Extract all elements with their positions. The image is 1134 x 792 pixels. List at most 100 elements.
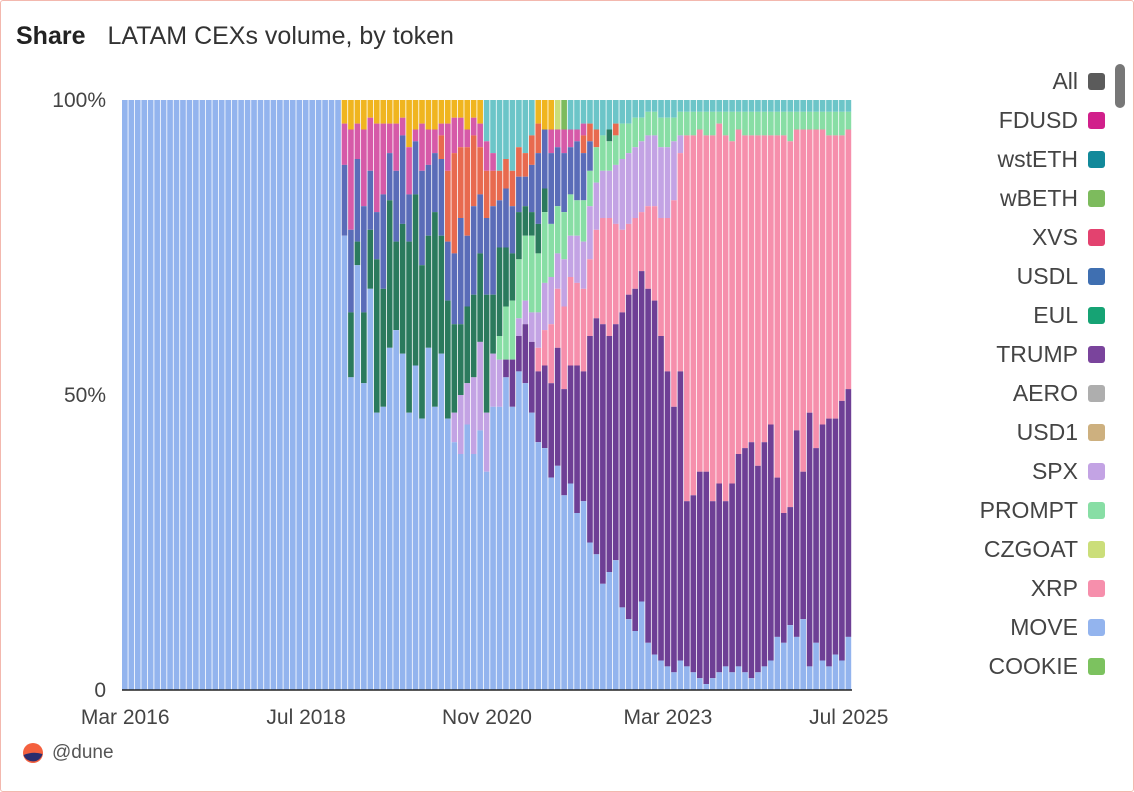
bar-segment-wsteth-2025-04[interactable] [826,100,832,112]
bar-segment-spx-2022-03[interactable] [587,206,593,260]
bar-segment-xrp-2024-06[interactable] [761,135,768,443]
bar-segment-spx-2023-02[interactable] [658,147,664,218]
bar-segment-usd1-2019-09[interactable] [393,100,399,124]
bar-segment-spx-2022-09[interactable] [625,153,632,224]
bar-segment-move-2016-03[interactable] [122,100,128,690]
bar-segment-trump-2021-11[interactable] [561,389,567,496]
bar-segment-eul-2019-11[interactable] [406,241,412,413]
bar-segment-move-2022-01[interactable] [574,513,580,690]
bar-segment-trump-2023-09[interactable] [703,471,710,685]
bar-segment-xrp-2022-02[interactable] [580,288,587,372]
bar-segment-usdl-2021-03[interactable] [509,206,516,254]
bar-segment-trump-2021-07[interactable] [535,371,542,443]
bar-segment-trump-2024-10[interactable] [787,507,794,626]
bar-segment-prompt-2021-01[interactable] [496,336,503,360]
bar-segment-usd1-2019-01[interactable] [341,100,348,124]
bar-segment-xrp-2023-03[interactable] [664,218,671,372]
bar-segment-move-2021-04[interactable] [516,371,522,690]
bar-segment-move-2018-07[interactable] [302,100,309,690]
bar-segment-fdusd-2020-04[interactable] [438,123,445,136]
bar-segment-prompt-2025-01[interactable] [806,111,813,130]
bar-segment-usdl-2021-06[interactable] [528,164,535,213]
bar-segment-trump-2021-03[interactable] [509,359,516,407]
bar-segment-move-2019-11[interactable] [406,412,412,690]
bar-segment-move-2021-08[interactable] [541,448,548,690]
bar-segment-move-2025-02[interactable] [813,642,819,690]
bar-segment-spx-2022-01[interactable] [574,235,580,283]
bar-segment-xrp-2023-10[interactable] [709,135,716,502]
bar-segment-eul-2021-08[interactable] [541,188,548,213]
bar-segment-move-2018-12[interactable] [335,100,341,690]
bar-segment-move-2019-04[interactable] [361,383,367,690]
bar-segment-trump-2023-04[interactable] [671,406,677,673]
bar-segment-prompt-2021-04[interactable] [516,259,522,319]
bar-segment-spx-2021-12[interactable] [567,235,574,277]
bar-segment-move-2017-02[interactable] [193,100,199,690]
bar-segment-xrp-2022-01[interactable] [574,282,580,366]
bar-segment-usdl-2019-07[interactable] [380,194,387,289]
bar-segment-wsteth-2020-11[interactable] [483,100,490,142]
bar-segment-move-2021-09[interactable] [548,477,555,690]
bar-segment-wsteth-2025-03[interactable] [819,100,826,112]
bar-segment-move-2022-11[interactable] [638,601,645,691]
legend-item-usd1[interactable]: USD1 [930,413,1105,452]
bar-segment-trump-2022-05[interactable] [600,324,606,584]
bar-segment-spx-2021-10[interactable] [554,253,561,289]
bar-segment-prompt-2023-12[interactable] [722,111,729,136]
bar-segment-move-2024-07[interactable] [768,660,774,691]
bar-segment-move-2018-01[interactable] [264,100,270,690]
bar-segment-wsteth-2023-03[interactable] [664,100,671,118]
bar-segment-prompt-2021-07[interactable] [535,253,542,313]
bar-segment-usdl-2020-11[interactable] [483,218,490,295]
bar-segment-xvs-2020-10[interactable] [477,147,483,195]
bar-segment-move-2019-09[interactable] [393,330,399,690]
bar-segment-xvs-2020-07[interactable] [457,147,464,218]
bar-segment-wsteth-2023-05[interactable] [677,100,684,112]
bar-segment-eul-2020-08[interactable] [464,306,471,384]
bar-segment-trump-2024-01[interactable] [729,483,735,673]
bar-segment-wsteth-2022-03[interactable] [587,100,593,124]
bar-segment-prompt-2023-11[interactable] [716,111,722,124]
bar-segment-trump-2022-10[interactable] [632,288,639,631]
bar-segment-wsteth-2022-08[interactable] [619,100,626,124]
legend-item-xrp[interactable]: XRP [930,569,1105,608]
bar-segment-fdusd-2020-06[interactable] [451,117,458,154]
bar-segment-fdusd-2019-11[interactable] [406,147,412,195]
bar-segment-prompt-2021-09[interactable] [548,223,555,277]
bar-segment-move-2023-07[interactable] [690,672,697,690]
bar-segment-usdl-2022-02[interactable] [580,153,587,201]
bar-segment-prompt-2021-10[interactable] [554,206,561,254]
bar-segment-xrp-2022-06[interactable] [606,218,613,336]
bar-segment-move-2025-01[interactable] [806,666,813,690]
bar-segment-fdusd-2019-03[interactable] [354,123,361,159]
bar-segment-xrp-2022-07[interactable] [612,223,619,325]
bar-segment-prompt-2023-02[interactable] [658,117,664,148]
bar-segment-move-2023-06[interactable] [684,666,690,690]
bar-segment-usdl-2020-04[interactable] [438,159,445,236]
bar-segment-prompt-2024-10[interactable] [787,111,794,142]
bar-segment-wsteth-2024-11[interactable] [793,100,800,112]
bar-segment-move-2021-03[interactable] [509,406,516,690]
bar-segment-xvs-2021-01[interactable] [496,170,503,201]
bar-segment-wsteth-2021-03[interactable] [509,100,516,171]
bar-segment-prompt-2023-09[interactable] [703,111,710,136]
bar-segment-move-2017-07[interactable] [225,100,232,690]
bar-segment-prompt-2023-10[interactable] [709,111,716,136]
bar-segment-usdl-2021-05[interactable] [522,176,529,207]
bar-segment-xvs-2022-02[interactable] [580,135,587,154]
bar-segment-wsteth-2024-10[interactable] [787,100,794,112]
bar-segment-usdl-2021-01[interactable] [496,200,503,248]
bar-segment-eul-2020-12[interactable] [490,294,496,354]
bar-segment-usdl-2019-12[interactable] [412,141,419,195]
bar-segment-prompt-2021-06[interactable] [528,235,535,313]
legend-item-prompt[interactable]: PROMPT [930,491,1105,530]
bar-segment-usd1-2020-04[interactable] [438,100,445,124]
bar-segment-usdl-2021-10[interactable] [554,147,561,207]
bar-segment-trump-2021-10[interactable] [554,347,561,466]
bar-segment-prompt-2022-10[interactable] [632,117,639,148]
bar-segment-xvs-2020-09[interactable] [470,135,477,207]
bar-segment-fdusd-2021-09[interactable] [548,129,555,154]
bar-segment-spx-2021-04[interactable] [516,318,522,336]
bar-segment-wsteth-2021-01[interactable] [496,100,503,171]
bar-segment-prompt-2024-04[interactable] [748,111,755,136]
